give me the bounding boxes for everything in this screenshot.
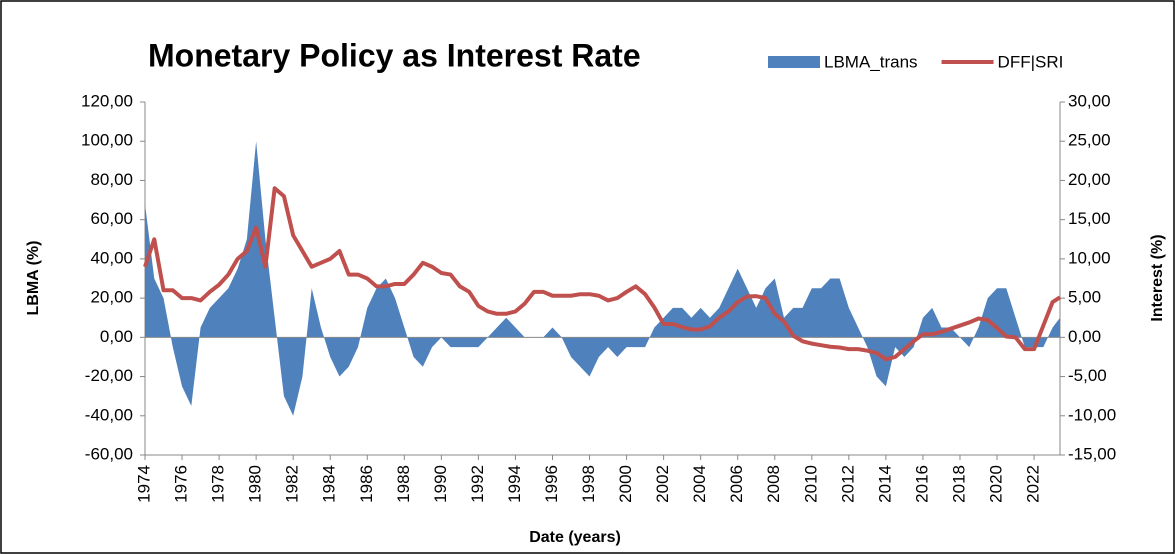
line [143, 186, 1062, 362]
y2-tick-label: 5,00 [1068, 288, 1101, 307]
y-tick-label: -20,00 [85, 366, 133, 385]
y-tick-label: 100,00 [81, 131, 133, 150]
x-tick-label: 1976 [172, 465, 191, 503]
x-tick-label: 2014 [875, 465, 894, 503]
x-tick-label: 1996 [542, 465, 561, 503]
x-tick-label: 2008 [764, 465, 783, 503]
y2-tick-label: -5,00 [1068, 366, 1107, 385]
y-tick-label: 60,00 [90, 209, 133, 228]
y2-axis-title: Interest (%) [1149, 234, 1166, 321]
x-tick-label: 1984 [320, 465, 339, 503]
y-axis-title: LBMA (%) [25, 241, 42, 316]
y2-tick-label: -10,00 [1068, 405, 1116, 424]
x-tick-label: 2004 [690, 465, 709, 503]
y2-tick-label: 15,00 [1068, 209, 1111, 228]
legend-label: DFF|SRI [998, 52, 1064, 71]
x-tick-label: 1990 [431, 465, 450, 503]
x-tick-label: 2002 [653, 465, 672, 503]
y-tick-label: 120,00 [81, 91, 133, 110]
legend-label: LBMA_trans [824, 52, 918, 71]
x-tick-label: 1994 [505, 465, 524, 503]
x-tick-label: 1988 [394, 465, 413, 503]
x-tick-label: 2020 [987, 465, 1006, 503]
y-tick-label: 80,00 [90, 170, 133, 189]
y2-tick-label: 10,00 [1068, 248, 1111, 267]
y2-tick-label: 25,00 [1068, 131, 1111, 150]
x-tick-label: 2000 [616, 465, 635, 503]
x-tick-label: 1992 [468, 465, 487, 503]
x-tick-label: 1982 [283, 465, 302, 503]
legend-swatch [768, 56, 820, 68]
x-tick-label: 2016 [912, 465, 931, 503]
y2-tick-label: -15,00 [1068, 444, 1116, 463]
y-tick-label: 0,00 [100, 327, 133, 346]
chart-title: Monetary Policy as Interest Rate [148, 37, 641, 73]
x-tick-label: 1974 [134, 465, 153, 503]
y-tick-label: 20,00 [90, 288, 133, 307]
y2-tick-label: 20,00 [1068, 170, 1111, 189]
y-tick-label: 40,00 [90, 248, 133, 267]
y-tick-label: -40,00 [85, 405, 133, 424]
x-tick-label: 2022 [1024, 465, 1043, 503]
y2-tick-label: 30,00 [1068, 91, 1111, 110]
y2-tick-label: 0,00 [1068, 327, 1101, 346]
x-tick-label: 1978 [209, 465, 228, 503]
x-tick-label: 2006 [727, 465, 746, 503]
x-tick-label: 1998 [579, 465, 598, 503]
x-tick-label: 2010 [801, 465, 820, 503]
x-tick-label: 2018 [949, 465, 968, 503]
y-tick-label: -60,00 [85, 444, 133, 463]
x-tick-label: 1986 [357, 465, 376, 503]
x-axis-title: Date (years) [529, 529, 621, 546]
x-tick-label: 1980 [246, 465, 265, 503]
x-tick-label: 2012 [838, 465, 857, 503]
